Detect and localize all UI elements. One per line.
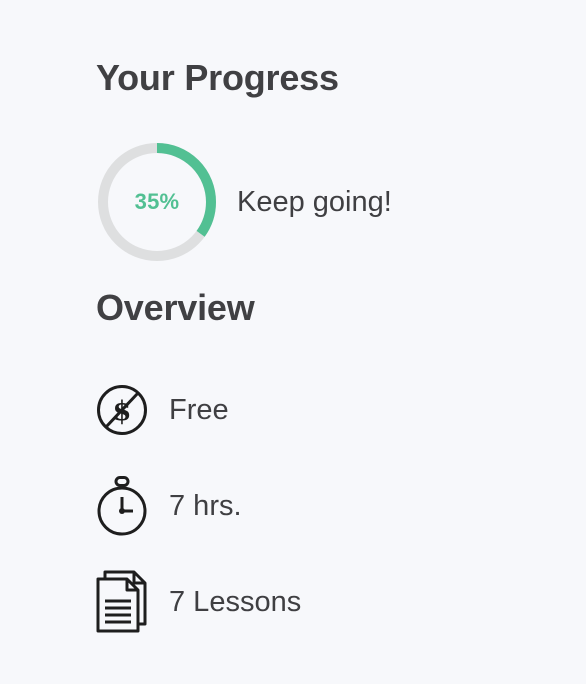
progress-message: Keep going! [237, 185, 392, 218]
progress-title: Your Progress [96, 57, 339, 98]
progress-ring: 35% [96, 141, 218, 263]
overview-item-label: Free [169, 393, 229, 426]
overview-item-price: $ Free [96, 380, 301, 440]
progress-summary: 35% Keep going! [96, 141, 392, 263]
progress-ring-fill [98, 143, 216, 261]
progress-ring-graphic [98, 143, 216, 261]
overview-item-duration: 7 hrs. [96, 476, 301, 536]
documents-icon [96, 570, 150, 633]
no-cost-icon: $ [96, 380, 150, 440]
progress-percent: 35% [134, 189, 180, 214]
stopwatch-icon [96, 476, 150, 536]
overview-list: $ Free 7 hrs. [96, 380, 302, 633]
overview-title: Overview [96, 287, 255, 328]
overview-item-label: 7 Lessons [169, 585, 302, 618]
overview-item-lessons: 7 Lessons [96, 570, 302, 633]
overview-item-label: 7 hrs. [169, 489, 242, 522]
